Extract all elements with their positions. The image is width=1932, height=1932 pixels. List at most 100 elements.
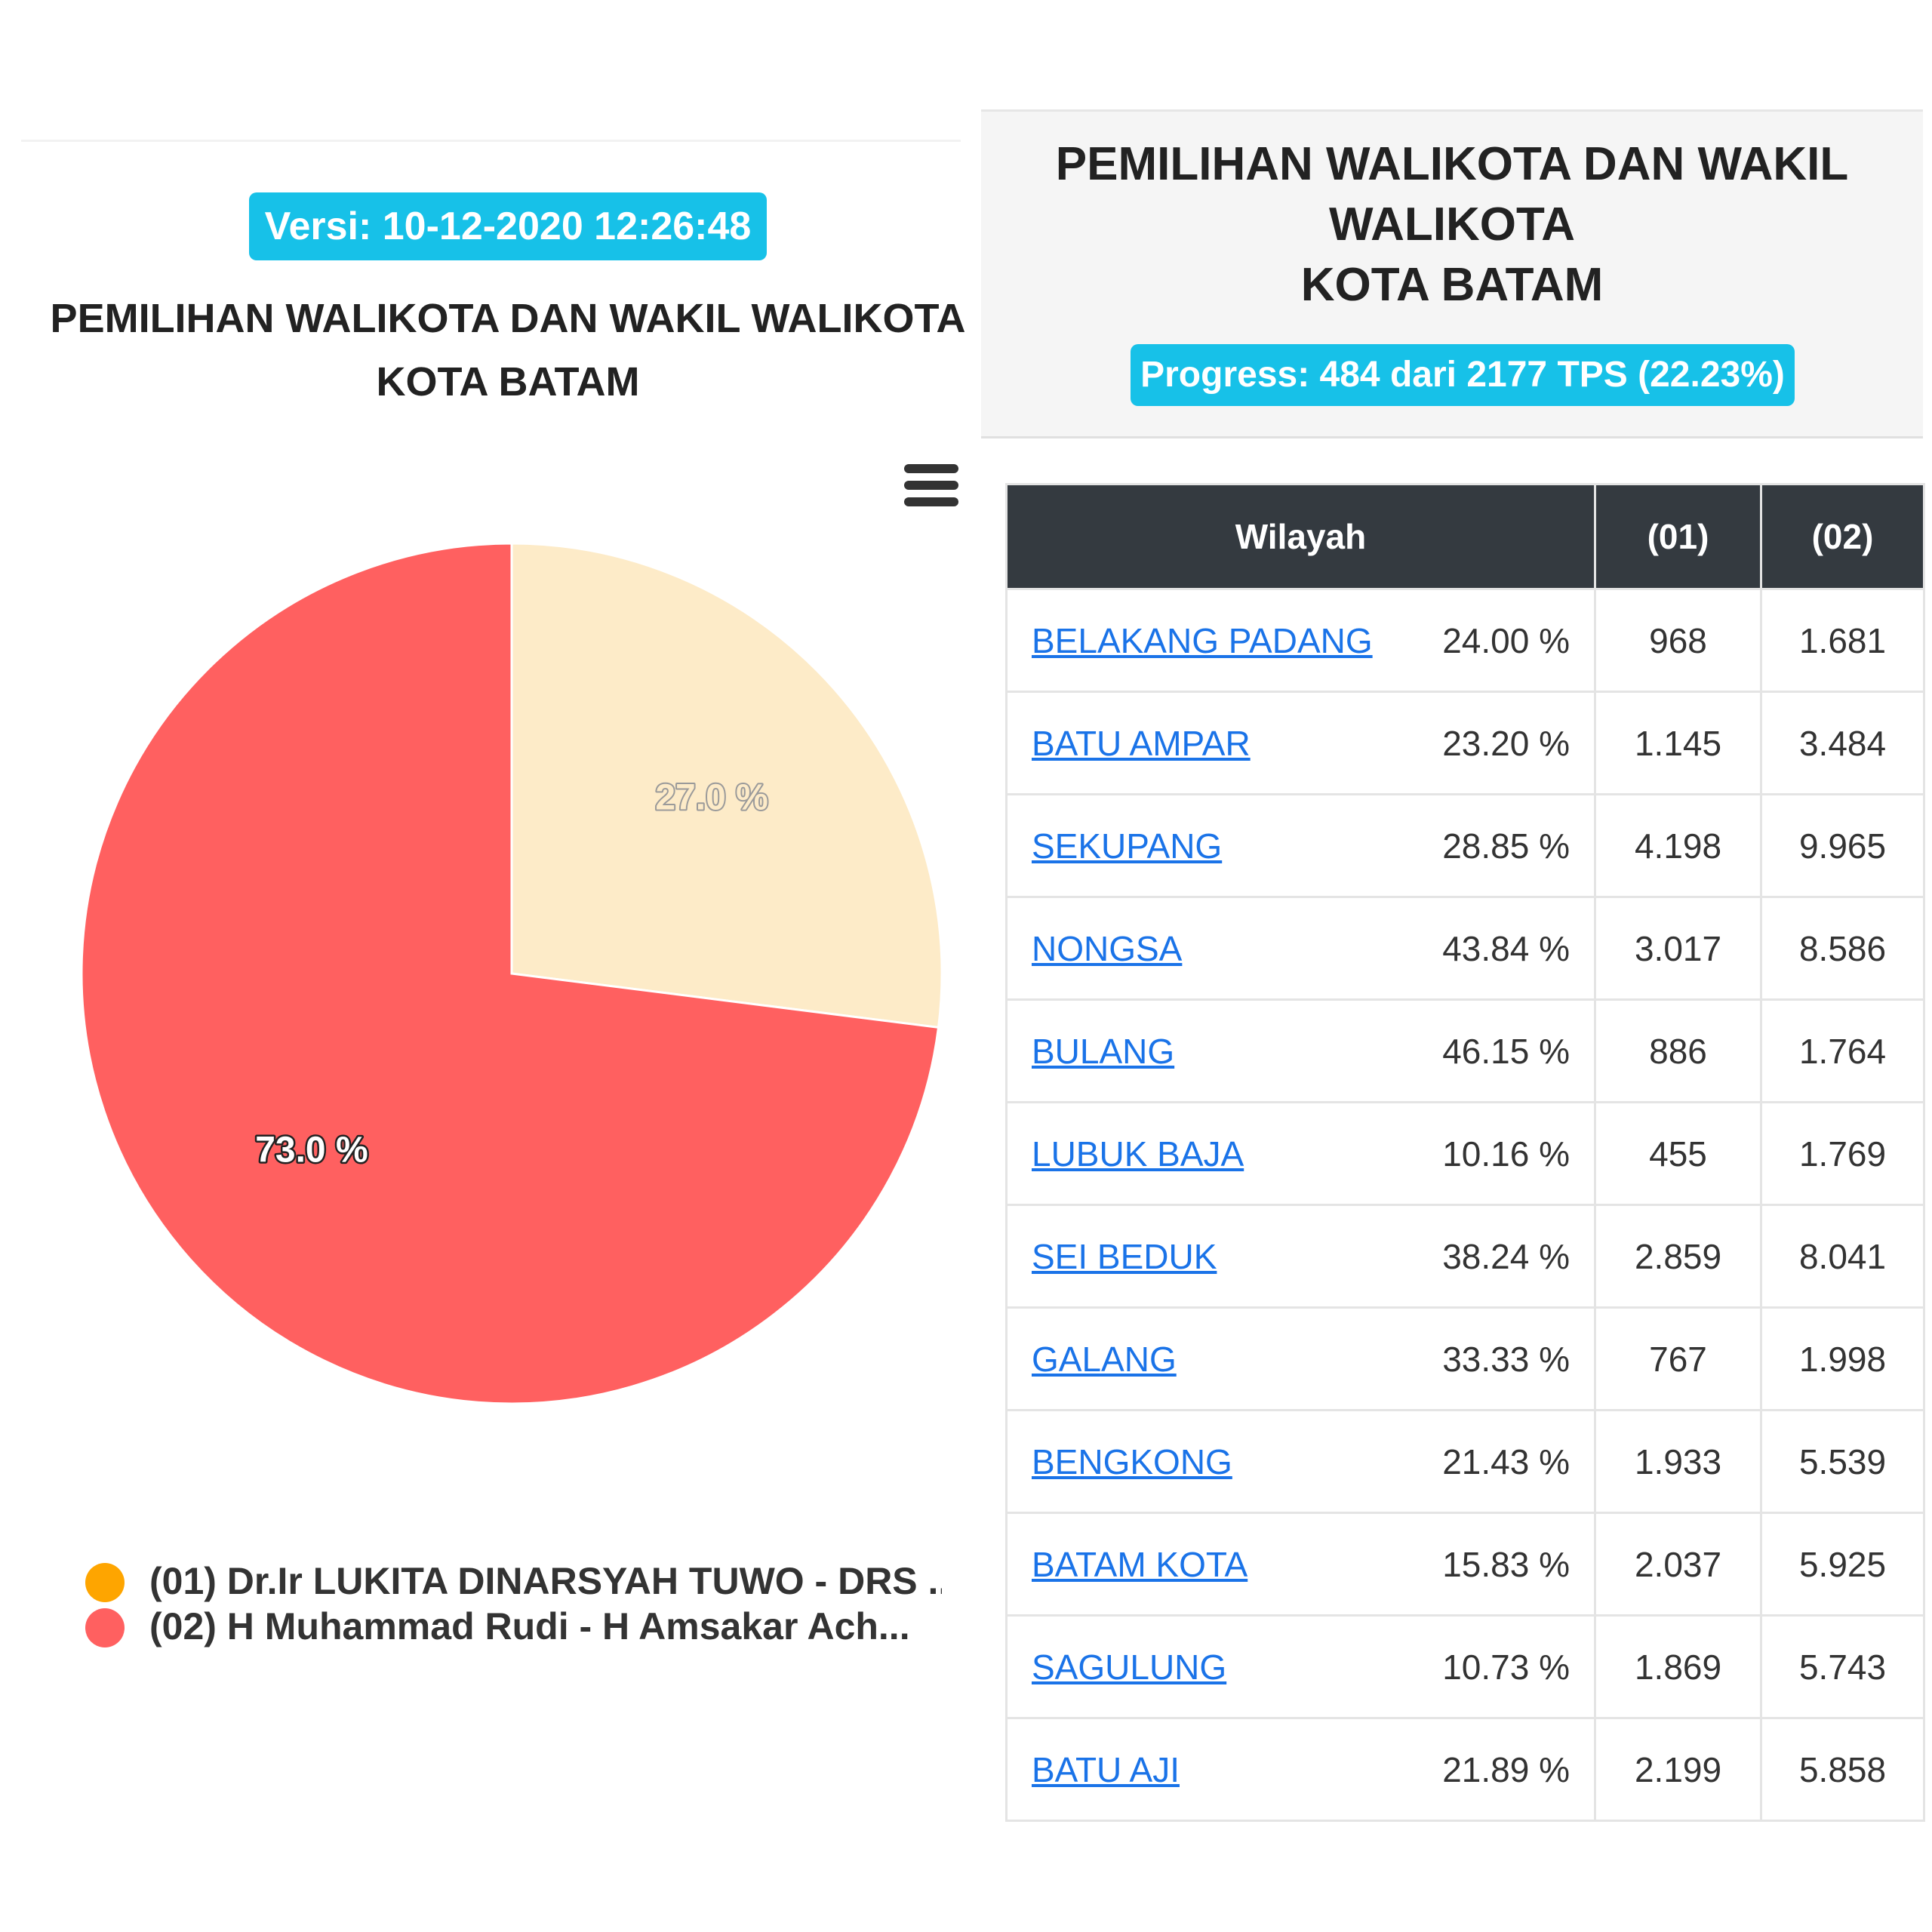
table-row: BULANG 46.15 % 886 1.764: [1005, 998, 1926, 1103]
table-row: SEKUPANG 28.85 % 4.198 9.965: [1005, 793, 1926, 898]
region-name-cell: BENGKONG: [1005, 1409, 1377, 1514]
votes-candidate-02: 1.764: [1760, 998, 1926, 1103]
region-name-cell: BATAM KOTA: [1005, 1512, 1377, 1617]
header-candidate-01: (01): [1594, 483, 1763, 590]
votes-candidate-01: 1.145: [1594, 691, 1763, 795]
votes-candidate-01: 1.933: [1594, 1409, 1763, 1514]
summary-title-line1: PEMILIHAN WALIKOTA DAN WAKIL: [1055, 138, 1849, 190]
votes-candidate-02: 5.925: [1760, 1512, 1926, 1617]
region-link[interactable]: BENGKONG: [1032, 1441, 1232, 1481]
summary-title-line2: WALIKOTA: [1328, 198, 1575, 251]
region-progress-pct: 21.43 %: [1376, 1409, 1597, 1514]
region-link[interactable]: LUBUK BAJA: [1032, 1134, 1244, 1174]
votes-candidate-01: 1.869: [1594, 1614, 1763, 1719]
legend-color-dot: [85, 1563, 125, 1602]
region-name-cell: LUBUK BAJA: [1005, 1101, 1377, 1206]
region-progress-pct: 15.83 %: [1376, 1512, 1597, 1617]
votes-candidate-01: 4.198: [1594, 793, 1763, 898]
summary-title-line3: KOTA BATAM: [1300, 259, 1604, 311]
votes-candidate-02: 8.586: [1760, 896, 1926, 1001]
version-badge: Versi: 10-12-2020 12:26:48: [249, 192, 767, 260]
table-row: BENGKONG 21.43 % 1.933 5.539: [1005, 1409, 1926, 1514]
region-progress-pct: 10.73 %: [1376, 1614, 1597, 1719]
region-link[interactable]: GALANG: [1032, 1339, 1177, 1379]
region-progress-pct: 24.00 %: [1376, 588, 1597, 693]
region-link[interactable]: SAGULUNG: [1032, 1647, 1227, 1687]
legend-item[interactable]: (02) H Muhammad Rudi - H Amsakar Ach...: [85, 1604, 953, 1649]
region-link[interactable]: BELAKANG PADANG: [1032, 620, 1373, 660]
pie-chart: 27.0 % 73.0 %: [80, 542, 943, 1405]
votes-candidate-01: 968: [1594, 588, 1763, 693]
region-link[interactable]: SEKUPANG: [1032, 826, 1223, 866]
region-name-cell: SEI BEDUK: [1005, 1204, 1377, 1309]
region-name-cell: BATU AMPAR: [1005, 691, 1377, 795]
region-link[interactable]: BATU AMPAR: [1032, 723, 1251, 763]
votes-candidate-01: 2.199: [1594, 1717, 1763, 1822]
region-progress-pct: 46.15 %: [1376, 998, 1597, 1103]
table-row: BELAKANG PADANG 24.00 % 968 1.681: [1005, 588, 1926, 693]
region-link[interactable]: BULANG: [1032, 1031, 1175, 1071]
summary-header: PEMILIHAN WALIKOTA DAN WAKIL WALIKOTA KO…: [981, 109, 1923, 438]
summary-title: PEMILIHAN WALIKOTA DAN WAKIL WALIKOTA KO…: [981, 134, 1923, 315]
region-progress-pct: 33.33 %: [1376, 1306, 1597, 1411]
votes-candidate-01: 2.037: [1594, 1512, 1763, 1617]
region-progress-pct: 28.85 %: [1376, 793, 1597, 898]
region-name-cell: GALANG: [1005, 1306, 1377, 1411]
region-progress-pct: 21.89 %: [1376, 1717, 1597, 1822]
votes-candidate-02: 1.769: [1760, 1101, 1926, 1206]
votes-candidate-02: 1.998: [1760, 1306, 1926, 1411]
table-row: SEI BEDUK 38.24 % 2.859 8.041: [1005, 1204, 1926, 1309]
region-name-cell: NONGSA: [1005, 896, 1377, 1001]
region-name-cell: BATU AJI: [1005, 1717, 1377, 1822]
table-row: LUBUK BAJA 10.16 % 455 1.769: [1005, 1101, 1926, 1206]
panel-divider: [21, 140, 961, 142]
pie-slice-2[interactable]: [80, 542, 940, 1405]
votes-candidate-01: 455: [1594, 1101, 1763, 1206]
region-results-table: Wilayah (01) (02) BELAKANG PADANG 24.00 %…: [1004, 483, 1926, 1822]
chart-title: PEMILIHAN WALIKOTA DAN WAKIL WALIKOTA KO…: [21, 287, 995, 414]
chart-title-line1: PEMILIHAN WALIKOTA DAN WAKIL WALIKOTA: [50, 296, 966, 341]
table-row: SAGULUNG 10.73 % 1.869 5.743: [1005, 1614, 1926, 1719]
region-name-cell: BELAKANG PADANG: [1005, 588, 1377, 693]
votes-candidate-02: 9.965: [1760, 793, 1926, 898]
legend-item[interactable]: (01) Dr.Ir LUKITA DINARSYAH TUWO - DRS .…: [85, 1558, 953, 1604]
region-link[interactable]: BATU AJI: [1032, 1749, 1180, 1789]
table-row: BATU AJI 21.89 % 2.199 5.858: [1005, 1717, 1926, 1822]
region-name-cell: SAGULUNG: [1005, 1614, 1377, 1719]
region-link[interactable]: SEI BEDUK: [1032, 1236, 1217, 1276]
votes-candidate-01: 886: [1594, 998, 1763, 1103]
results-chart-panel: Versi: 10-12-2020 12:26:48 PEMILIHAN WAL…: [21, 140, 965, 1724]
region-progress-pct: 23.20 %: [1376, 691, 1597, 795]
pie-value-label: 73.0 %: [255, 1131, 368, 1171]
votes-candidate-02: 5.743: [1760, 1614, 1926, 1719]
votes-candidate-02: 3.484: [1760, 691, 1926, 795]
table-header-row: Wilayah (01) (02): [1004, 483, 1926, 590]
hamburger-menu-icon[interactable]: [904, 464, 958, 509]
table-row: BATAM KOTA 15.83 % 2.037 5.925: [1005, 1512, 1926, 1617]
region-name-cell: SEKUPANG: [1005, 793, 1377, 898]
chart-legend: (01) Dr.Ir LUKITA DINARSYAH TUWO - DRS .…: [85, 1558, 953, 1649]
pie-slice-1[interactable]: [510, 542, 943, 1029]
region-link[interactable]: NONGSA: [1032, 928, 1183, 968]
votes-candidate-02: 5.858: [1760, 1717, 1926, 1822]
header-candidate-02: (02): [1760, 483, 1926, 590]
legend-color-dot: [85, 1608, 125, 1647]
votes-candidate-01: 2.859: [1594, 1204, 1763, 1309]
votes-candidate-02: 8.041: [1760, 1204, 1926, 1309]
pie-value-label: 27.0 %: [655, 777, 768, 817]
region-progress-pct: 43.84 %: [1376, 896, 1597, 1001]
votes-candidate-02: 1.681: [1760, 588, 1926, 693]
table-row: BATU AMPAR 23.20 % 1.145 3.484: [1005, 691, 1926, 795]
region-link[interactable]: BATAM KOTA: [1032, 1544, 1248, 1584]
header-wilayah: Wilayah: [1004, 483, 1597, 590]
region-progress-pct: 10.16 %: [1376, 1101, 1597, 1206]
votes-candidate-02: 5.539: [1760, 1409, 1926, 1514]
table-row: NONGSA 43.84 % 3.017 8.586: [1005, 896, 1926, 1001]
votes-candidate-01: 767: [1594, 1306, 1763, 1411]
table-row: GALANG 33.33 % 767 1.998: [1005, 1306, 1926, 1411]
region-name-cell: BULANG: [1005, 998, 1377, 1103]
region-progress-pct: 38.24 %: [1376, 1204, 1597, 1309]
legend-label: (02) H Muhammad Rudi - H Amsakar Ach...: [149, 1605, 910, 1647]
progress-badge: Progress: 484 dari 2177 TPS (22.23%): [1131, 344, 1795, 406]
votes-candidate-01: 3.017: [1594, 896, 1763, 1001]
